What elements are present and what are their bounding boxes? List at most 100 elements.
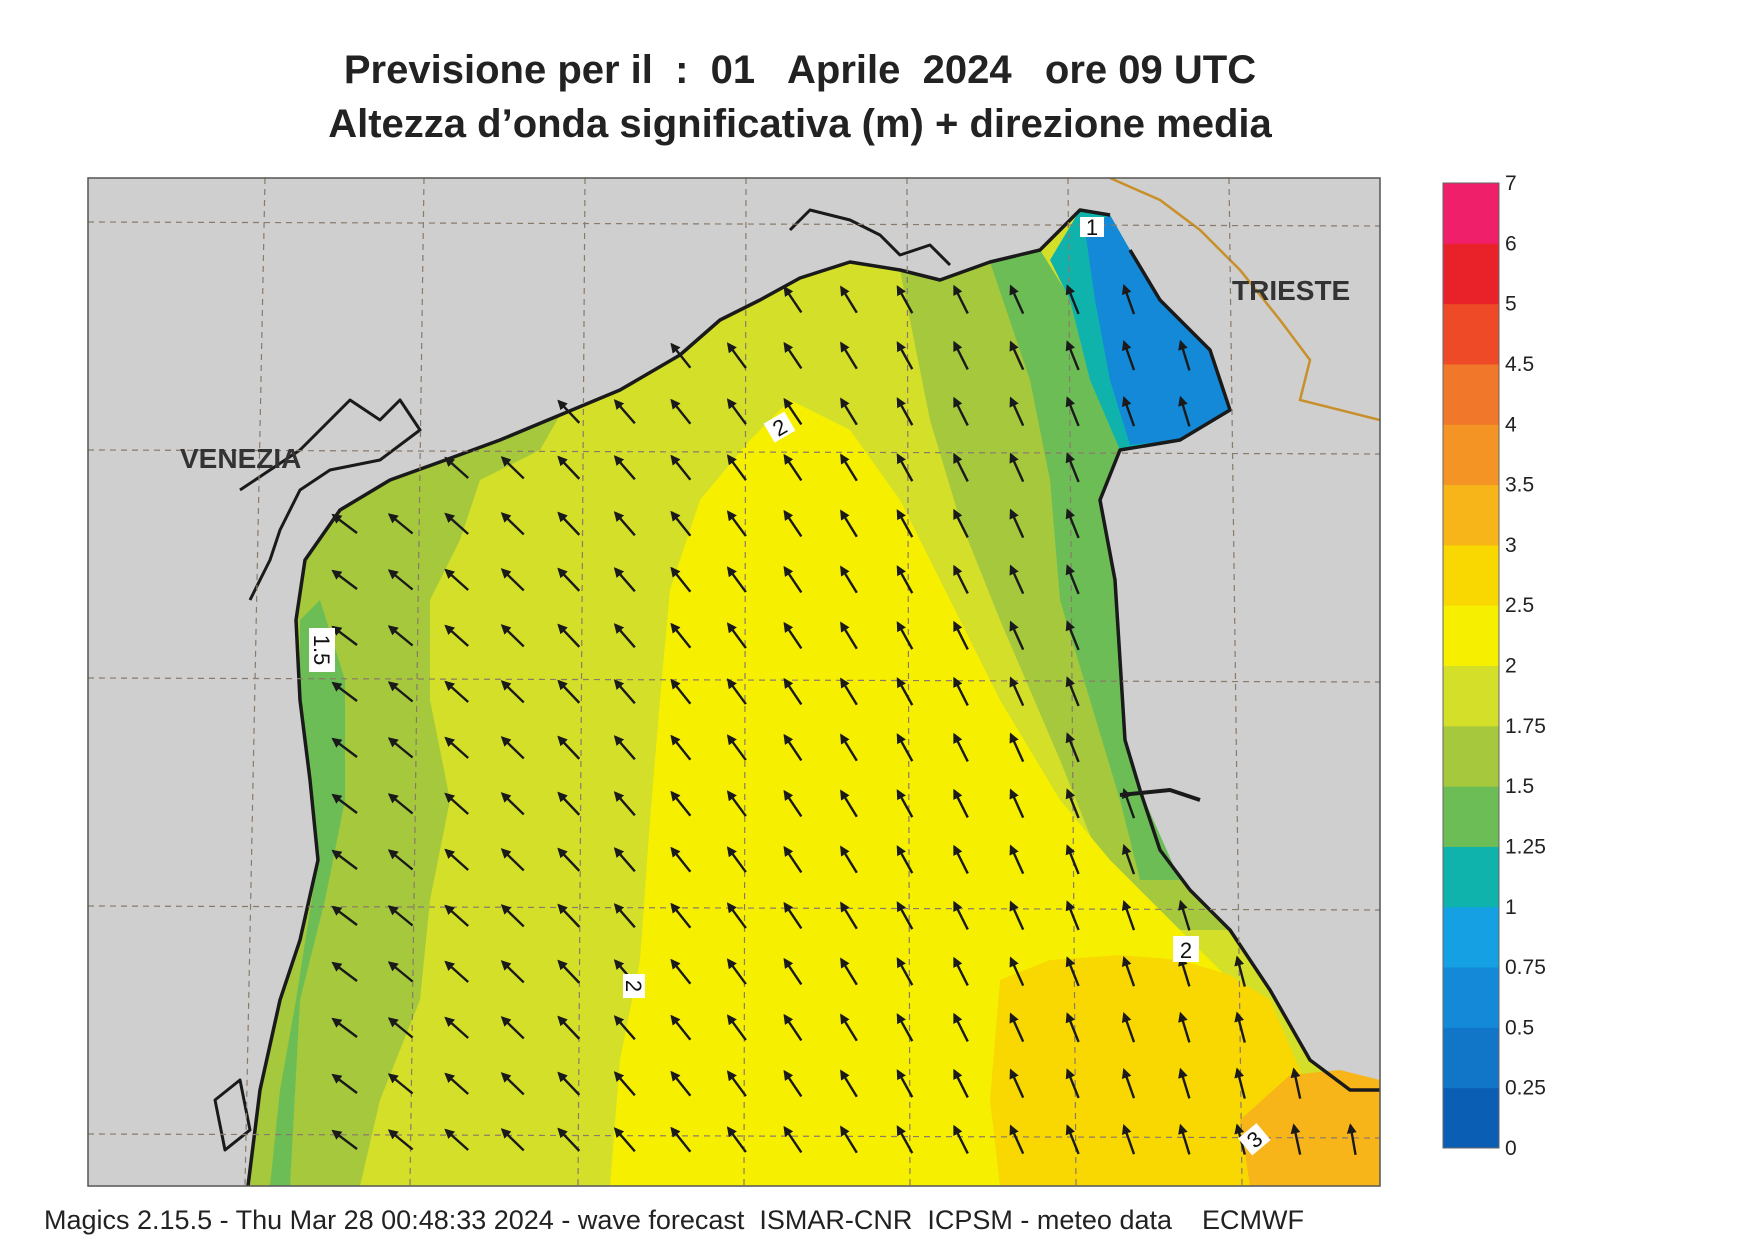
direction-arrow <box>896 565 914 594</box>
direction-arrow <box>387 513 414 535</box>
direction-arrow <box>896 733 914 762</box>
direction-arrow <box>670 342 692 369</box>
direction-arrow <box>500 568 525 592</box>
band-3-0 <box>1240 1070 1380 1186</box>
direction-arrow <box>1009 620 1025 651</box>
direction-arrow <box>613 847 636 873</box>
direction-arrow <box>896 1013 914 1042</box>
direction-arrow <box>1178 339 1191 371</box>
direction-arrow <box>500 736 525 760</box>
direction-arrow <box>670 398 692 425</box>
direction-arrow <box>1121 395 1136 427</box>
colorbar-swatch <box>1443 243 1499 305</box>
band-1-5 <box>248 415 560 1186</box>
direction-arrow <box>1009 956 1025 987</box>
direction-arrow <box>1009 676 1025 707</box>
direction-arrow <box>387 1129 414 1151</box>
colorbar-swatch <box>1443 363 1499 425</box>
direction-arrow <box>783 957 803 986</box>
direction-arrow <box>1009 284 1025 315</box>
direction-arrow <box>500 1072 525 1096</box>
direction-arrow <box>1121 899 1136 931</box>
direction-arrow <box>726 1126 747 1153</box>
direction-arrow <box>387 737 414 759</box>
direction-arrow <box>726 510 747 537</box>
direction-arrow <box>557 679 581 704</box>
contour-label-1-5: 1.5 <box>309 635 334 666</box>
direction-arrow <box>783 901 803 930</box>
direction-arrow <box>896 1069 914 1098</box>
direction-arrow <box>331 1073 358 1094</box>
direction-arrow <box>1234 1011 1246 1043</box>
direction-arrow <box>1065 340 1080 371</box>
direction-arrow <box>953 1068 969 1098</box>
direction-arrow <box>1065 284 1080 315</box>
direction-arrow <box>613 1015 636 1041</box>
direction-arrow <box>840 789 858 818</box>
direction-arrow <box>1009 508 1025 539</box>
direction-arrow <box>953 900 969 930</box>
direction-arrow <box>840 677 858 706</box>
direction-arrow <box>670 1070 692 1097</box>
direction-arrow <box>557 1071 581 1096</box>
direction-arrow <box>387 625 414 647</box>
direction-arrow <box>1065 788 1080 819</box>
direction-arrow <box>557 1127 581 1152</box>
direction-arrow <box>896 845 914 874</box>
direction-arrow <box>613 399 636 425</box>
direction-arrow <box>670 622 692 649</box>
direction-arrow <box>613 791 636 817</box>
direction-arrow <box>783 1125 803 1154</box>
direction-arrow <box>444 568 469 591</box>
direction-arrow <box>783 845 803 874</box>
direction-arrow <box>1121 843 1136 875</box>
direction-arrow <box>953 956 969 986</box>
direction-arrow <box>896 453 914 482</box>
colorbar-swatch <box>1443 544 1499 606</box>
direction-arrow <box>1009 900 1025 931</box>
direction-arrow <box>1065 1068 1080 1099</box>
direction-arrow <box>444 456 469 479</box>
direction-arrow <box>840 509 858 538</box>
direction-arrow <box>444 904 469 927</box>
direction-arrow <box>1121 1123 1136 1155</box>
direction-arrow <box>953 508 969 538</box>
direction-arrow <box>444 960 469 983</box>
colorbar-swatch <box>1443 725 1499 787</box>
colorbar-tick-label: 3 <box>1505 534 1517 557</box>
direction-arrow <box>1009 1124 1025 1155</box>
direction-arrow <box>331 737 358 758</box>
direction-arrow <box>1178 1011 1191 1043</box>
direction-arrow <box>500 1128 525 1152</box>
direction-arrow <box>726 398 747 425</box>
direction-arrow <box>840 901 858 930</box>
direction-arrow <box>896 789 914 818</box>
direction-arrow <box>896 1125 914 1154</box>
colorbar-swatch <box>1443 846 1499 908</box>
direction-arrow <box>500 512 525 536</box>
direction-arrow <box>953 396 969 426</box>
direction-arrow <box>953 844 969 874</box>
direction-arrow <box>953 676 969 706</box>
direction-arrow <box>670 846 692 873</box>
direction-arrow <box>1065 620 1080 651</box>
direction-arrow <box>670 734 692 761</box>
direction-arrow <box>331 793 358 814</box>
direction-arrow <box>500 1016 525 1040</box>
direction-arrow <box>613 1071 636 1097</box>
direction-arrow <box>1121 1067 1136 1099</box>
direction-arrow <box>896 677 914 706</box>
direction-arrow <box>1065 844 1080 875</box>
city-label-trieste: TRIESTE <box>1232 275 1350 306</box>
direction-arrow <box>953 620 969 650</box>
direction-arrow <box>1065 564 1080 595</box>
contour-label-2c: 2 <box>1180 938 1192 963</box>
colorbar-tick-label: 6 <box>1505 232 1517 255</box>
direction-arrow <box>726 1014 747 1041</box>
direction-arrow <box>953 1124 969 1154</box>
direction-arrow <box>840 341 858 370</box>
direction-arrow <box>1009 564 1025 595</box>
direction-arrow <box>387 905 414 927</box>
direction-arrow <box>387 961 414 983</box>
